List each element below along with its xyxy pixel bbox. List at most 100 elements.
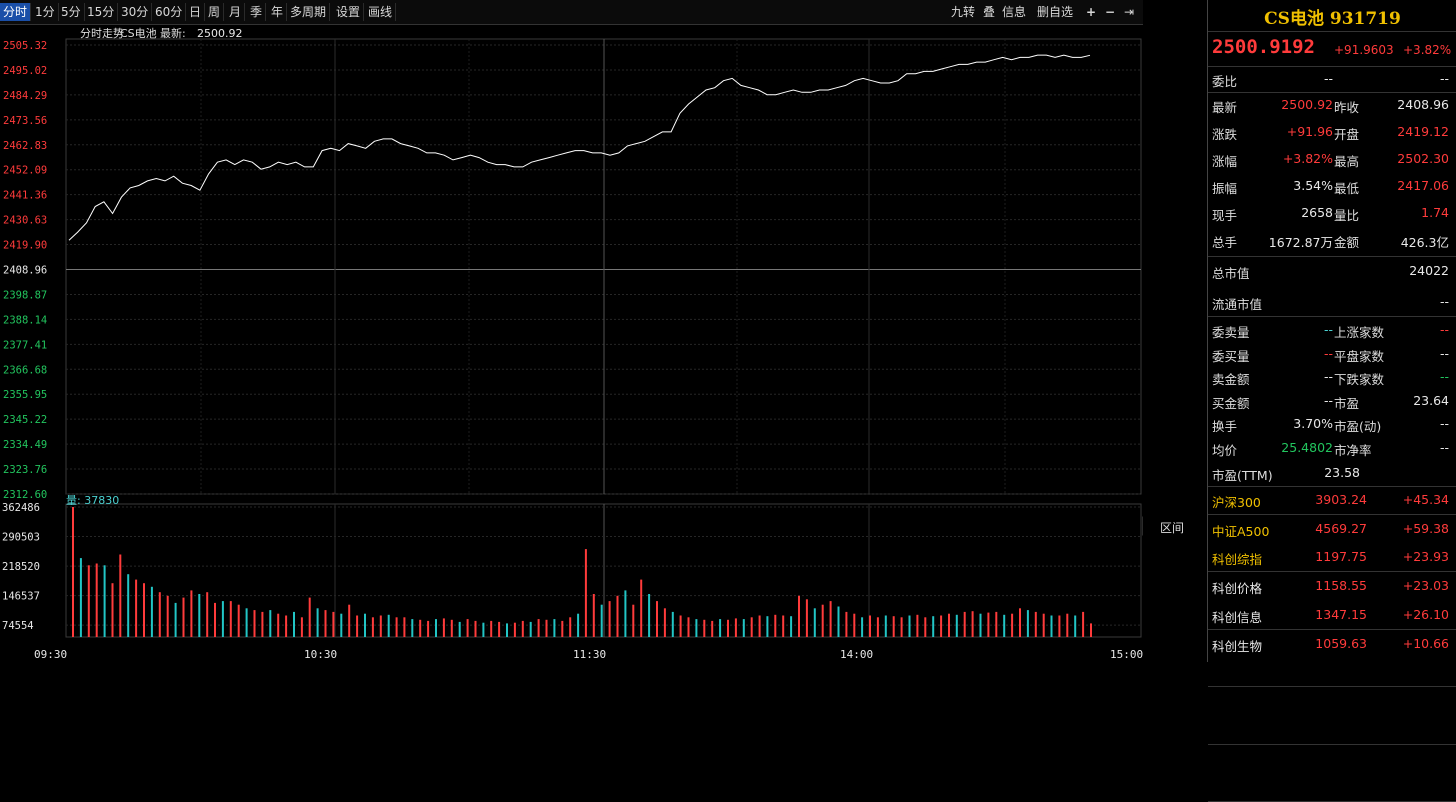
range-button-label[interactable]: 区间	[1160, 521, 1185, 535]
period-toolbar: 分时 1分 5分 15分 30分 60分 日 周 月 季 年 多周期 设置 画线…	[0, 0, 1143, 25]
plus-icon[interactable]: +	[1086, 5, 1097, 19]
price-tick-label: 2495.02	[3, 65, 47, 77]
breadth-label-2: 市净率	[1334, 442, 1372, 458]
market-cap-label: 总市值	[1212, 266, 1250, 281]
volume-tick-label: 290503	[2, 532, 40, 544]
volume-bar	[214, 602, 216, 637]
quote-value-2: 2419.12	[1397, 124, 1449, 139]
tab-60min[interactable]: 60分	[152, 3, 187, 21]
tab-30min[interactable]: 30分	[118, 3, 153, 21]
volume-bar	[679, 615, 682, 637]
price-tick-label: 2505.32	[3, 40, 47, 52]
volume-bar	[577, 613, 580, 637]
market-cap-value: 24022	[1409, 263, 1449, 278]
volume-bar	[206, 592, 209, 637]
volume-bar	[703, 619, 706, 637]
volume-bar	[892, 616, 895, 637]
volume-bar	[308, 597, 311, 637]
quote-label-2: 最高	[1334, 154, 1360, 169]
quote-label: 涨跌	[1212, 127, 1238, 142]
remove-watchlist-button[interactable]: 删自选	[1037, 5, 1074, 19]
tab-day[interactable]: 日	[186, 3, 206, 21]
volume-bar	[727, 619, 729, 637]
volume-bar	[300, 617, 303, 637]
price-tick-label: 2452.09	[3, 165, 47, 177]
chart-header-name: CS电池	[120, 27, 157, 40]
nine-turn-button[interactable]: 九转	[951, 5, 976, 19]
volume-bar	[711, 620, 714, 637]
volume-bar	[584, 549, 587, 637]
volume-bar	[506, 623, 508, 637]
volume-bar	[229, 601, 232, 637]
volume-bar	[790, 616, 793, 637]
tab-settings[interactable]: 设置	[333, 3, 365, 21]
collapse-icon[interactable]: ⇥	[1124, 5, 1135, 19]
chart-header-latest-label: 最新:	[160, 26, 186, 40]
index-change: +26.10	[1402, 606, 1449, 622]
overlay-button[interactable]: 叠	[983, 5, 996, 19]
volume-bar	[87, 565, 90, 637]
info-button[interactable]: 信息	[1002, 5, 1027, 19]
volume-bar	[940, 615, 943, 637]
prev-close-label: 2408.96	[3, 265, 47, 277]
tab-15min[interactable]: 15分	[84, 3, 119, 21]
breadth-label-2: 上涨家数	[1334, 325, 1385, 340]
volume-bar	[221, 601, 224, 637]
index-value: 1347.15	[1315, 606, 1367, 622]
tab-5min[interactable]: 5分	[58, 3, 85, 21]
quote-value: +3.82%	[1282, 151, 1333, 166]
tab-month[interactable]: 月	[226, 3, 246, 21]
tab-week[interactable]: 周	[205, 3, 225, 21]
index-value: 3903.24	[1315, 492, 1367, 507]
volume-bar	[150, 586, 153, 637]
price-tick-label: 2473.56	[3, 115, 47, 127]
volume-bar	[600, 604, 603, 637]
volume-bar	[158, 592, 161, 637]
volume-bar	[948, 613, 950, 637]
tab-multi-period[interactable]: 多周期	[287, 3, 331, 21]
tab-season[interactable]: 季	[247, 3, 267, 21]
volume-bar	[1034, 611, 1037, 637]
chart-header-latest: 2500.92	[197, 27, 243, 40]
quote-value: 3.54%	[1293, 178, 1333, 193]
volume-bar	[1074, 615, 1077, 637]
volume-bar	[119, 554, 122, 637]
volume-bar	[498, 621, 501, 637]
quote-value-2: 1.74	[1421, 205, 1449, 220]
float-cap-value: --	[1439, 294, 1449, 309]
quote-value: 2500.92	[1281, 97, 1333, 112]
volume-bar	[135, 579, 138, 637]
tab-year[interactable]: 年	[268, 3, 288, 21]
volume-bar	[671, 611, 674, 637]
index-value: 1158.55	[1315, 578, 1367, 594]
chart-header-label: 分时走势	[80, 27, 124, 40]
volume-tick-label: 146537	[2, 591, 40, 603]
volume-bar	[403, 617, 406, 637]
volume-bar	[687, 617, 690, 637]
volume-bar	[987, 612, 990, 637]
panel-title: CS电池 931719	[1264, 9, 1401, 29]
volume-bar	[1050, 615, 1053, 637]
time-tick-label: 15:00	[1110, 648, 1143, 661]
tab-intraday[interactable]: 分时	[0, 3, 32, 21]
volume-bar	[277, 613, 280, 637]
volume-bar	[774, 614, 777, 637]
tab-draw-line[interactable]: 画线	[365, 3, 397, 21]
volume-bar	[269, 610, 272, 637]
quote-label: 涨幅	[1212, 154, 1238, 169]
volume-bar	[316, 608, 319, 637]
price-tick-label: 2441.36	[3, 190, 47, 202]
breadth-label-2: 平盘家数	[1334, 348, 1385, 364]
intraday-chart[interactable]: 2505.324.00%2495.023.57%2484.293.13%2473…	[0, 24, 1143, 662]
pe-ttm-label: 市盈(TTM)	[1212, 468, 1273, 483]
tab-1min[interactable]: 1分	[32, 3, 59, 21]
minus-icon[interactable]: −	[1105, 5, 1116, 19]
volume-bar	[971, 611, 974, 637]
volume-bar	[245, 608, 248, 637]
volume-bar	[253, 610, 256, 637]
price-tick-label: 2355.95	[3, 389, 47, 401]
volume-bar	[719, 619, 722, 637]
time-tick-label: 11:30	[573, 648, 606, 661]
quote-value-2: 426.3亿	[1400, 235, 1449, 250]
volume-bar	[419, 619, 422, 637]
